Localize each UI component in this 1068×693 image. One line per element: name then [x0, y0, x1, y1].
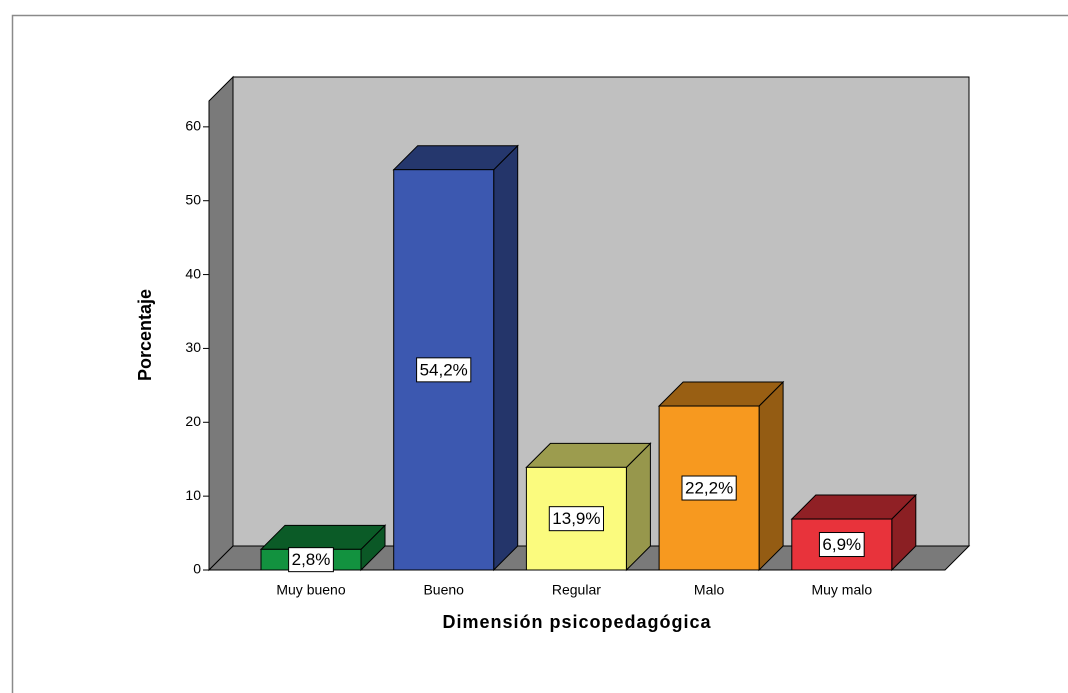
- y-tick-label: 30: [185, 339, 201, 355]
- value-label-box: [416, 357, 472, 383]
- value-label: 54,2%: [420, 360, 468, 379]
- x-tick-label: Regular: [552, 582, 601, 598]
- value-label: 2,8%: [292, 550, 331, 569]
- y-tick-label: 10: [185, 487, 201, 503]
- y-tick-label: 50: [185, 191, 201, 207]
- side-wall: [208, 75, 234, 572]
- y-axis-label: Porcentaje: [135, 289, 155, 381]
- y-tick-label: 20: [185, 413, 201, 429]
- plot-area: 0 10 20 30 40 50 60 2,8% Muy bueno 54,2% Bueno 13,9…: [185, 75, 971, 598]
- x-tick-label: Muy malo: [811, 582, 872, 598]
- bar-side: [758, 380, 784, 572]
- y-tick-label: 0: [193, 561, 201, 577]
- value-label: 13,9%: [552, 509, 600, 528]
- value-label: 22,2%: [685, 479, 733, 498]
- value-label: 6,9%: [822, 535, 861, 554]
- y-tick-label: 40: [185, 265, 201, 281]
- value-label-box: [548, 506, 605, 532]
- x-axis-label: Dimensión psicopedagógica: [442, 612, 711, 632]
- bar: [657, 380, 785, 572]
- y-tick-label: 60: [185, 118, 201, 134]
- bar-side: [493, 144, 519, 572]
- value-label-box: [288, 547, 334, 573]
- x-tick-label: Bueno: [423, 582, 464, 598]
- value-label-box: [681, 475, 737, 501]
- x-tick-label: Malo: [694, 582, 725, 598]
- bar-front: [658, 405, 760, 571]
- value-label-box: [818, 532, 865, 558]
- x-tick-label: Muy bueno: [276, 582, 345, 598]
